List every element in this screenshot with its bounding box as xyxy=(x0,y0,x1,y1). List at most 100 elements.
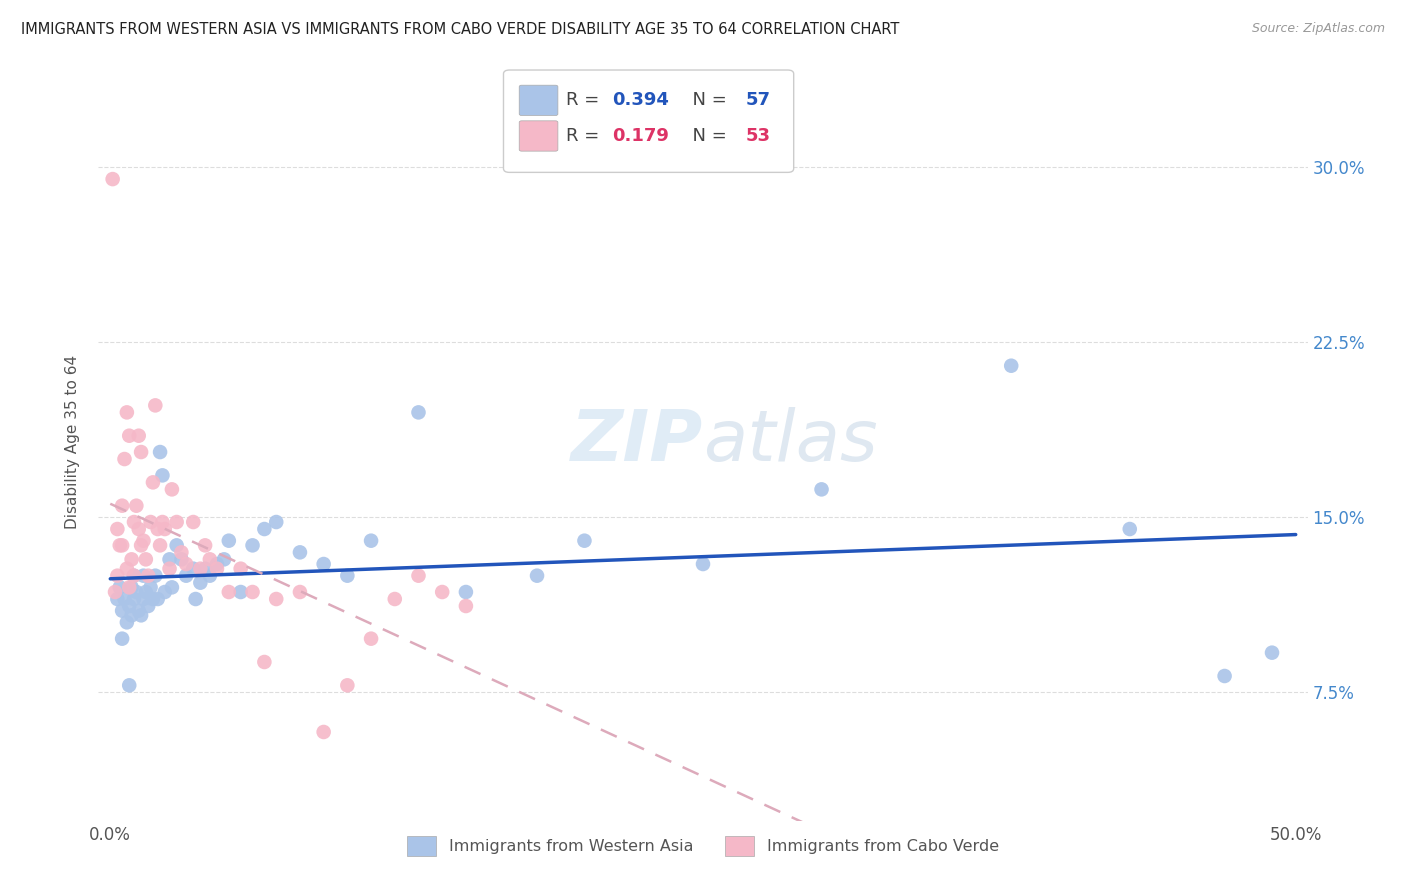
Point xyxy=(132,592,155,607)
Point xyxy=(198,568,221,582)
Point xyxy=(184,592,207,607)
Text: 0.179: 0.179 xyxy=(612,127,669,145)
Point xyxy=(142,475,165,490)
Point xyxy=(264,592,287,607)
Point xyxy=(360,632,382,646)
Point xyxy=(166,515,188,529)
Point xyxy=(118,678,141,692)
Point xyxy=(205,557,228,571)
Point xyxy=(136,599,159,613)
Point xyxy=(128,522,150,536)
Point xyxy=(115,405,138,419)
Point xyxy=(526,568,548,582)
Point xyxy=(229,562,252,576)
Point xyxy=(181,562,204,576)
Point xyxy=(336,568,359,582)
Point xyxy=(114,452,136,467)
Point xyxy=(108,538,131,552)
Point xyxy=(142,592,165,607)
Point xyxy=(146,592,169,607)
Point xyxy=(212,552,235,566)
Point xyxy=(242,538,264,552)
Point xyxy=(139,515,162,529)
Point xyxy=(432,585,454,599)
Point xyxy=(146,522,169,536)
Point xyxy=(118,580,141,594)
Text: N =: N = xyxy=(682,127,733,145)
Point xyxy=(122,592,145,607)
FancyBboxPatch shape xyxy=(519,85,558,116)
Point xyxy=(149,538,172,552)
Point xyxy=(312,725,335,739)
FancyBboxPatch shape xyxy=(519,120,558,151)
Point xyxy=(198,552,221,566)
Point xyxy=(143,398,166,412)
Point xyxy=(105,568,128,582)
Text: ZIP: ZIP xyxy=(571,407,703,476)
Point xyxy=(288,585,311,599)
Point xyxy=(111,604,134,618)
Point xyxy=(454,599,477,613)
Point xyxy=(125,499,148,513)
Point xyxy=(114,592,136,607)
Point xyxy=(111,632,134,646)
Point xyxy=(312,557,335,571)
Point xyxy=(1119,522,1142,536)
Point xyxy=(122,568,145,582)
Legend: Immigrants from Western Asia, Immigrants from Cabo Verde: Immigrants from Western Asia, Immigrants… xyxy=(401,830,1005,862)
Point xyxy=(135,585,157,599)
Point xyxy=(122,515,145,529)
Point xyxy=(1000,359,1022,373)
Point xyxy=(115,562,138,576)
Point xyxy=(129,608,152,623)
Point xyxy=(360,533,382,548)
Point xyxy=(205,562,228,576)
Point xyxy=(194,562,217,576)
Point xyxy=(692,557,714,571)
Point xyxy=(121,552,143,566)
Point xyxy=(111,499,134,513)
Point xyxy=(118,599,141,613)
Point xyxy=(160,483,183,497)
Point xyxy=(121,608,143,623)
Point xyxy=(194,538,217,552)
Point xyxy=(139,580,162,594)
Point xyxy=(574,533,596,548)
Point xyxy=(174,557,197,571)
Point xyxy=(111,538,134,552)
Point xyxy=(143,568,166,582)
Point xyxy=(229,585,252,599)
Point xyxy=(128,604,150,618)
Point xyxy=(104,585,127,599)
Point xyxy=(454,585,477,599)
Point xyxy=(121,580,143,594)
Point xyxy=(166,538,188,552)
Point xyxy=(159,552,181,566)
Point xyxy=(288,545,311,559)
Point xyxy=(132,533,155,548)
Point xyxy=(218,533,240,548)
Text: 57: 57 xyxy=(745,91,770,110)
Point xyxy=(170,545,193,559)
Point xyxy=(129,445,152,459)
Point xyxy=(101,172,124,186)
Point xyxy=(264,515,287,529)
Point xyxy=(1261,646,1284,660)
Point xyxy=(810,483,832,497)
Point xyxy=(190,575,212,590)
Point xyxy=(125,585,148,599)
Point xyxy=(118,428,141,442)
Point xyxy=(128,428,150,442)
Point xyxy=(105,522,128,536)
Point xyxy=(336,678,359,692)
Text: N =: N = xyxy=(682,91,733,110)
Point xyxy=(242,585,264,599)
Point xyxy=(253,522,276,536)
Point xyxy=(149,445,172,459)
Point xyxy=(190,562,212,576)
Point xyxy=(170,552,193,566)
Point xyxy=(152,468,174,483)
Y-axis label: Disability Age 35 to 64: Disability Age 35 to 64 xyxy=(65,354,80,529)
Point xyxy=(408,405,430,419)
Text: 53: 53 xyxy=(745,127,770,145)
